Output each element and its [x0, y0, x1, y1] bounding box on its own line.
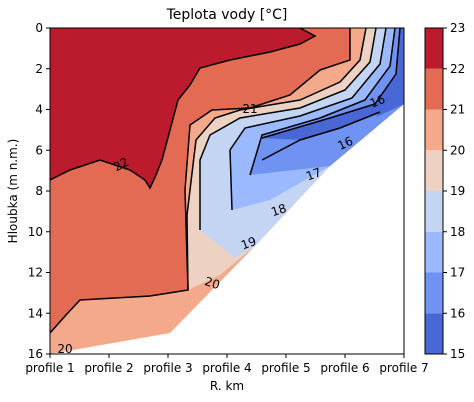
colorbar: 15 16 17 18 19 20 21 22 23	[424, 21, 465, 361]
x-tick-label: profile 2	[84, 361, 133, 375]
x-tick-label: profile 3	[143, 361, 192, 375]
contour-line-17	[249, 28, 396, 176]
y-tick-label: 0	[35, 21, 43, 35]
x-tick-label: profile 6	[320, 361, 369, 375]
x-axis: profile 1 profile 2 profile 3 profile 4 prof…	[25, 354, 429, 375]
colorbar-tick-label: 18	[450, 225, 465, 239]
contour-line-16b	[261, 111, 381, 161]
colorbar-tick-label: 19	[450, 184, 465, 198]
y-axis: 0 2 4 6 8 10 12 14 16	[28, 21, 50, 361]
colorbar-segment	[425, 150, 443, 191]
colorbar-tick-label: 15	[450, 347, 465, 361]
contour-label: 20	[203, 274, 222, 292]
contour-lines	[50, 28, 401, 334]
contour-label: 19	[239, 234, 258, 252]
contour-label: 18	[269, 201, 288, 219]
x-tick-label: profile 7	[379, 361, 428, 375]
contour-label: 16	[368, 92, 387, 111]
contour-label: 20	[57, 342, 72, 356]
contour-labels: 21 22 20 16 16 17 18 19 20	[57, 92, 387, 356]
contour-label: 16	[335, 134, 355, 153]
colorbar-segment	[425, 231, 443, 273]
y-tick-label: 14	[28, 306, 43, 320]
contour-label: 17	[304, 165, 323, 183]
colorbar-tick-label: 21	[450, 103, 465, 117]
contour-line-22	[50, 28, 317, 190]
colorbar-tick-label: 22	[450, 62, 465, 76]
x-tick-label: profile 1	[25, 361, 74, 375]
x-tick-label: profile 5	[261, 361, 310, 375]
colorbar-segment	[425, 313, 443, 354]
y-tick-label: 8	[35, 184, 43, 198]
chart-title: Teplota vody [°C]	[166, 7, 288, 23]
contour-line-18	[229, 28, 387, 211]
contour-label: 22	[111, 155, 131, 175]
y-tick-label: 2	[35, 62, 43, 76]
y-tick-label: 12	[28, 266, 43, 280]
contour-line-16	[261, 28, 401, 139]
y-tick-label: 6	[35, 143, 43, 157]
colorbar-segment	[425, 28, 443, 69]
y-tick-label: 10	[28, 225, 43, 239]
colorbar-tick-label: 17	[450, 266, 465, 280]
contour-line-19	[199, 28, 377, 230]
contour-line-20	[186, 28, 367, 291]
colorbar-segment	[425, 68, 443, 110]
colorbar-tick-label: 23	[450, 21, 465, 35]
colorbar-segment	[425, 191, 443, 232]
x-tick-label: profile 4	[202, 361, 251, 375]
contour-line-21	[50, 28, 351, 334]
band-15-16	[262, 28, 404, 140]
colorbar-segment	[425, 109, 443, 151]
band-22-23	[50, 28, 315, 188]
y-tick-label: 16	[28, 347, 43, 361]
colorbar-tick-label: 20	[450, 143, 465, 157]
contour-label: 21	[242, 102, 257, 116]
y-axis-label: Hloubka (m n.m.)	[6, 139, 20, 244]
y-tick-label: 4	[35, 103, 43, 117]
colorbar-segment	[425, 272, 443, 314]
contour-bands	[50, 28, 404, 354]
x-axis-label: R. km	[210, 379, 244, 393]
colorbar-tick-label: 16	[450, 306, 465, 320]
